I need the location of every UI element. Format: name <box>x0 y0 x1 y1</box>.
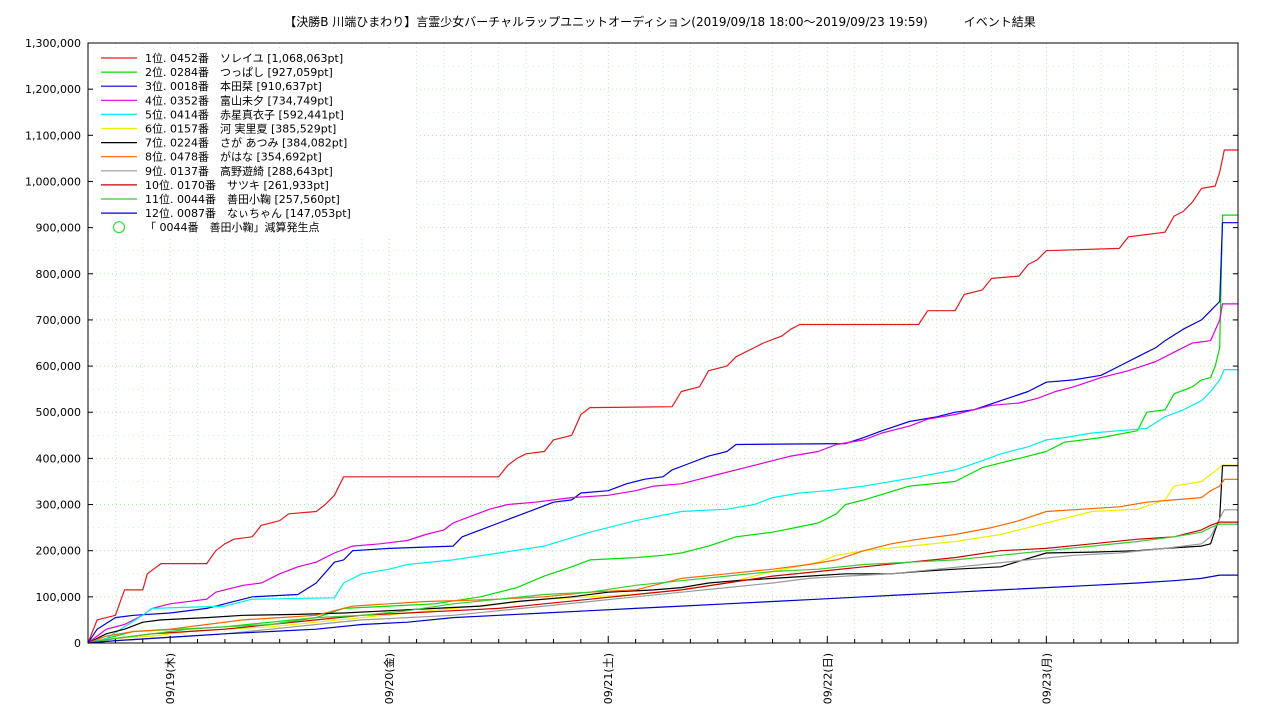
x-tick-label: 09/19(木) <box>164 653 177 704</box>
legend-entry: 11位. 0044番 善田小鞠 [257,560pt] <box>145 192 340 206</box>
series-line-12 <box>87 574 1238 644</box>
legend-marker-circle <box>112 221 126 234</box>
legend-entry: 4位. 0352番 富山未夕 [734,749pt] <box>145 93 333 107</box>
series-line-3 <box>87 222 1238 644</box>
legend-entry: 12位. 0087番 なぃちゃん [147,053pt] <box>145 206 351 220</box>
x-tick-label: 09/22(日) <box>821 653 834 704</box>
x-tick-label: 09/20(金) <box>382 653 396 704</box>
series-line-9 <box>87 509 1238 644</box>
y-tick-label: 1,100,000 <box>25 129 81 142</box>
y-tick-label: 900,000 <box>36 222 82 235</box>
axes: 0 100,000 200,000 300,000 400,000 500,000 600,… <box>25 37 1238 704</box>
y-tick-label: 200,000 <box>36 545 82 558</box>
legend-entry: 2位. 0284番 つっぱし [927,059pt] <box>145 65 333 79</box>
legend-entry: 1位. 0452番 ソレイユ [1,068,063pt] <box>145 51 343 65</box>
legend-entry: 5位. 0414番 赤星真衣子 [592,441pt] <box>145 107 344 121</box>
y-tick-label: 1,300,000 <box>25 37 81 50</box>
y-tick-label: 700,000 <box>36 314 82 327</box>
x-tick-label: 09/21(土) <box>602 653 615 704</box>
y-tick-label: 400,000 <box>36 452 82 465</box>
x-tick-label: 09/23(月) <box>1040 653 1053 704</box>
series-line-4 <box>87 303 1238 644</box>
legend-background <box>93 49 415 239</box>
series-line-11 <box>87 523 1238 644</box>
series-line-5 <box>87 369 1238 644</box>
y-tick-label: 600,000 <box>36 360 82 373</box>
legend-entry: 8位. 0478番 がはな [354,692pt] <box>145 150 322 164</box>
legend: 1位. 0452番 ソレイユ [1,068,063pt]2位. 0284番 つっ… <box>93 49 415 239</box>
legend-marker-entry: 「 0044番 善田小鞠」減算発生点 <box>145 220 320 234</box>
series-line-8 <box>87 478 1238 644</box>
chart-title: 【決勝B 川端ひまわり】言霊少女バーチャルラップユニットオーディション(2019… <box>284 14 1036 29</box>
series-line-1 <box>87 149 1238 644</box>
y-tick-label: 100,000 <box>36 591 82 604</box>
y-tick-label: 0 <box>74 637 81 650</box>
legend-entry: 9位. 0137番 高野遊綺 [288,643pt] <box>145 164 333 178</box>
y-tick-label: 800,000 <box>36 268 82 281</box>
legend-entry: 6位. 0157番 河 実里夏 [385,529pt] <box>145 122 336 136</box>
y-tick-label: 500,000 <box>36 406 82 419</box>
legend-entry: 10位. 0170番 サツキ [261,933pt] <box>145 178 329 192</box>
y-tick-label: 1,200,000 <box>25 83 81 96</box>
legend-entry: 7位. 0224番 さが あつみ [384,082pt] <box>145 136 347 150</box>
y-tick-label: 300,000 <box>36 499 82 512</box>
legend-entry: 3位. 0018番 本田栞 [910,637pt] <box>145 79 322 93</box>
y-tick-label: 1,000,000 <box>25 175 81 188</box>
series-layer <box>87 149 1238 644</box>
